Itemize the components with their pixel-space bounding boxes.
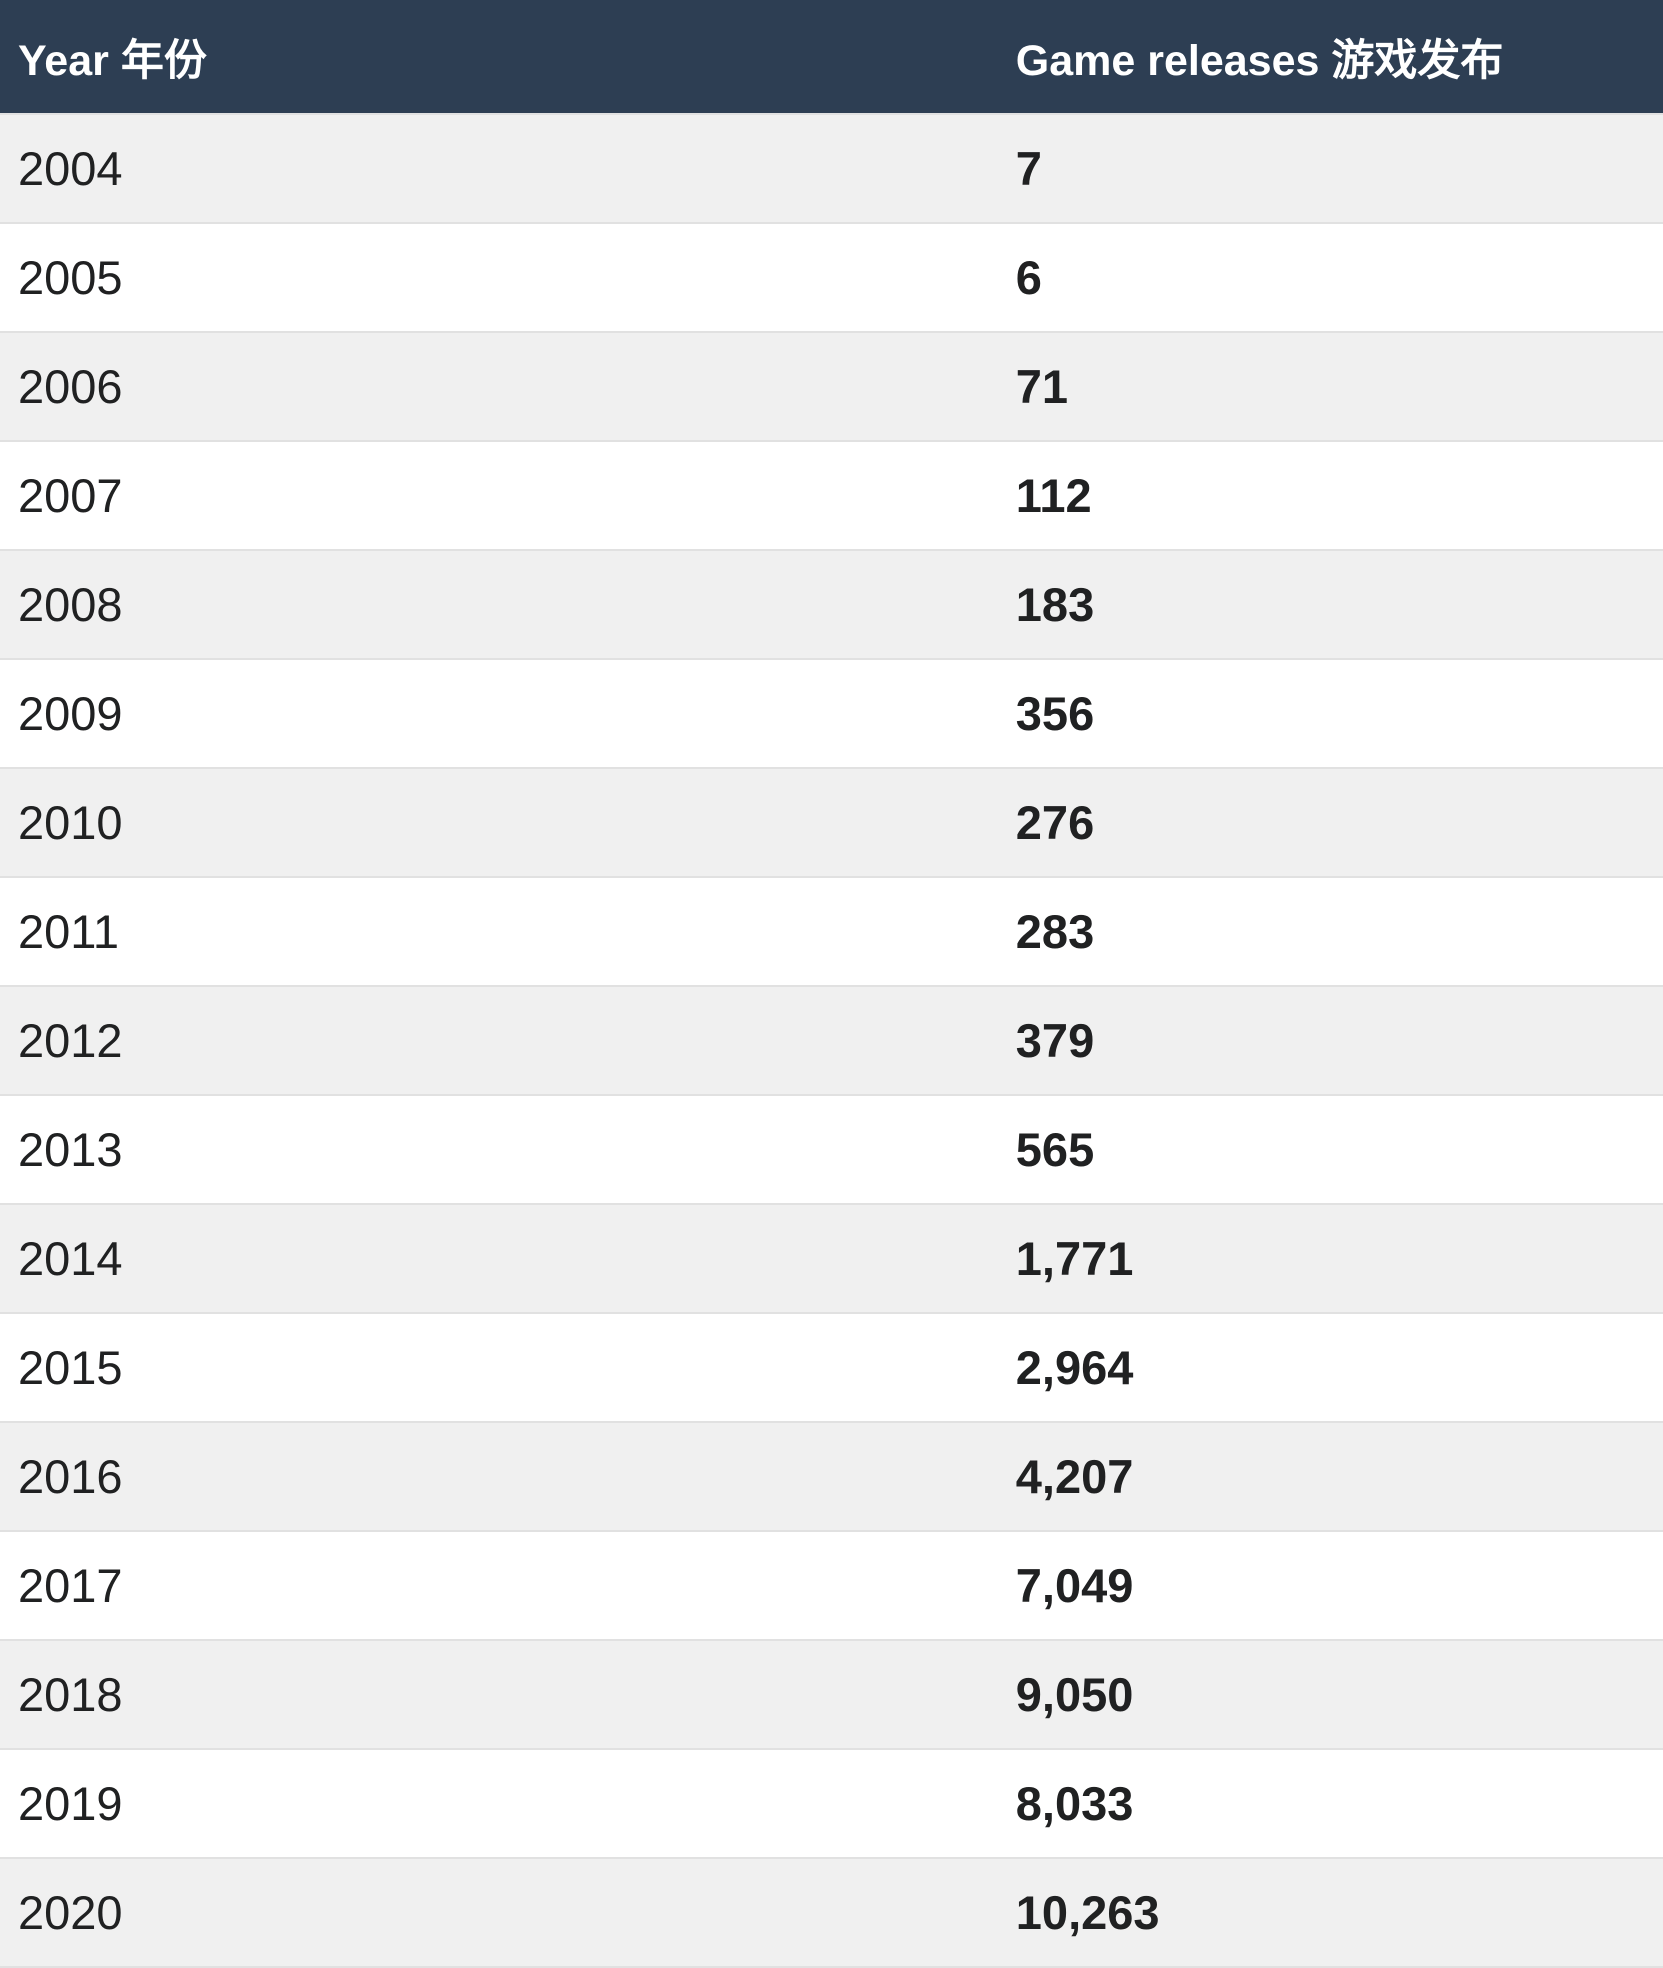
year-cell: 2005 xyxy=(0,224,998,333)
table-row: 2019 8,033 xyxy=(0,1750,1663,1859)
releases-cell: 1,771 xyxy=(997,1205,1663,1314)
table-row: 2014 1,771 xyxy=(0,1205,1663,1314)
year-cell: 2014 xyxy=(0,1205,998,1314)
header-row: Year 年份 Game releases 游戏发布 xyxy=(0,0,1663,115)
year-cell: 2004 xyxy=(0,115,998,224)
table-row: 2015 2,964 xyxy=(0,1314,1663,1423)
year-cell: 2008 xyxy=(0,551,998,660)
year-cell: 2015 xyxy=(0,1314,998,1423)
column-header-year: Year 年份 xyxy=(0,0,998,115)
table-row: 2007 112 xyxy=(0,442,1663,551)
year-cell: 2017 xyxy=(0,1532,998,1641)
table-row: 2006 71 xyxy=(0,333,1663,442)
releases-cell: 2,964 xyxy=(997,1314,1663,1423)
table-row: 2010 276 xyxy=(0,769,1663,878)
table-row: 2018 9,050 xyxy=(0,1641,1663,1750)
year-cell: 2006 xyxy=(0,333,998,442)
releases-cell: 7 xyxy=(997,115,1663,224)
releases-cell: 283 xyxy=(997,878,1663,987)
releases-cell: 356 xyxy=(997,660,1663,769)
year-cell: 2013 xyxy=(0,1096,998,1205)
year-cell: 2007 xyxy=(0,442,998,551)
table-row: 2016 4,207 xyxy=(0,1423,1663,1532)
year-cell: 2020 xyxy=(0,1859,998,1968)
table-row: 2020 10,263 xyxy=(0,1859,1663,1968)
releases-cell: 71 xyxy=(997,333,1663,442)
year-cell: 2016 xyxy=(0,1423,998,1532)
year-cell: 2010 xyxy=(0,769,998,878)
releases-cell: 7,049 xyxy=(997,1532,1663,1641)
year-cell: 2011 xyxy=(0,878,998,987)
releases-cell: 379 xyxy=(997,987,1663,1096)
releases-cell: 565 xyxy=(997,1096,1663,1205)
table-row: 2004 7 xyxy=(0,115,1663,224)
year-cell: 2009 xyxy=(0,660,998,769)
table-header: Year 年份 Game releases 游戏发布 xyxy=(0,0,1663,115)
releases-cell: 112 xyxy=(997,442,1663,551)
releases-cell: 183 xyxy=(997,551,1663,660)
table-row: 2017 7,049 xyxy=(0,1532,1663,1641)
releases-cell: 9,050 xyxy=(997,1641,1663,1750)
table-row: 2008 183 xyxy=(0,551,1663,660)
table-body: 2004 7 2005 6 2006 71 2007 112 2008 183 … xyxy=(0,115,1663,1968)
year-cell: 2012 xyxy=(0,987,998,1096)
table-row: 2005 6 xyxy=(0,224,1663,333)
releases-cell: 4,207 xyxy=(997,1423,1663,1532)
table-row: 2012 379 xyxy=(0,987,1663,1096)
year-cell: 2019 xyxy=(0,1750,998,1859)
table-row: 2009 356 xyxy=(0,660,1663,769)
releases-cell: 10,263 xyxy=(997,1859,1663,1968)
releases-cell: 8,033 xyxy=(997,1750,1663,1859)
table-row: 2013 565 xyxy=(0,1096,1663,1205)
year-cell: 2018 xyxy=(0,1641,998,1750)
table-row: 2011 283 xyxy=(0,878,1663,987)
releases-cell: 6 xyxy=(997,224,1663,333)
column-header-releases: Game releases 游戏发布 xyxy=(997,0,1663,115)
releases-cell: 276 xyxy=(997,769,1663,878)
